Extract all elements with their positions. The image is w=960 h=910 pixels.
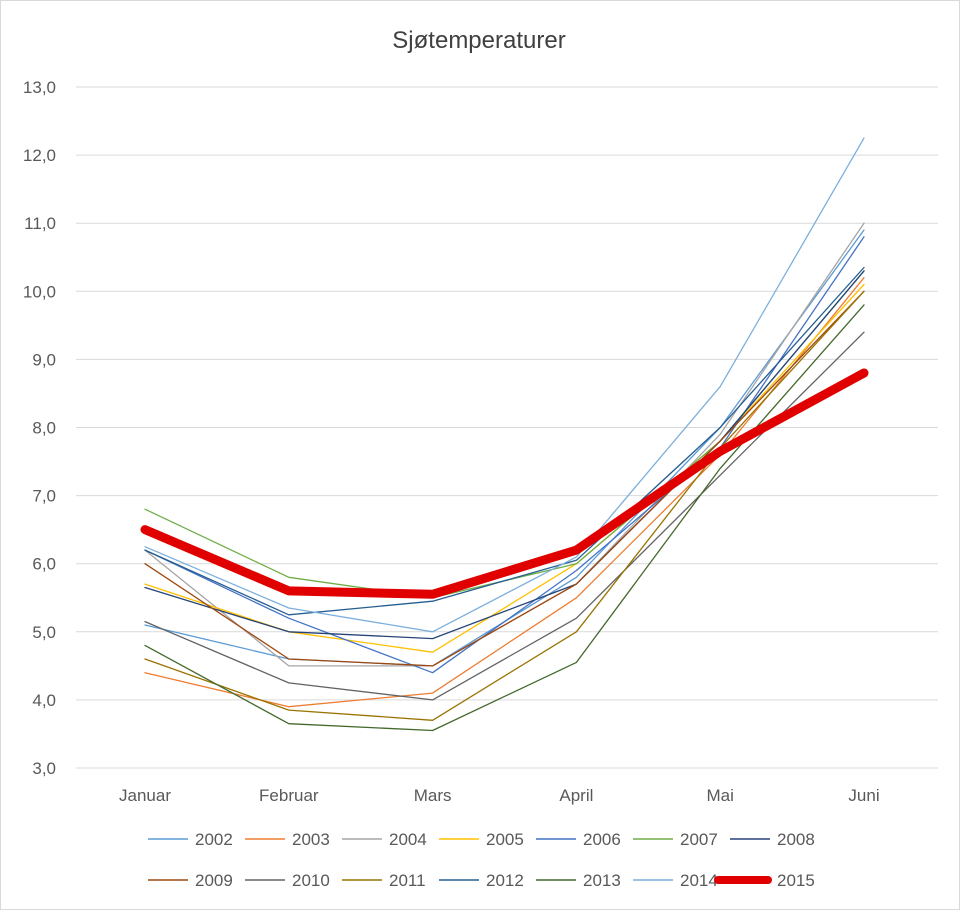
legend-item-2011: 2011 xyxy=(342,871,426,890)
x-tick-label: Februar xyxy=(259,786,319,805)
legend-item-2002: 2002 xyxy=(148,830,233,849)
legend-item-2015: 2015 xyxy=(714,871,815,890)
y-tick-label: 12,0 xyxy=(23,146,56,165)
series-line-2009 xyxy=(144,290,865,667)
y-tick-label: 3,0 xyxy=(32,759,56,778)
legend-label: 2006 xyxy=(583,830,621,849)
legend-label: 2011 xyxy=(389,871,426,890)
y-axis-ticks: 3,0 4,0 5,0 6,0 7,0 8,0 9,0 10,0 11,0 12,0 13,0 xyxy=(23,78,56,778)
legend-label: 2002 xyxy=(195,830,233,849)
series-line-2003 xyxy=(144,277,865,708)
series-lines xyxy=(140,137,869,732)
legend-item-2005: 2005 xyxy=(439,830,524,849)
chart-title: Sjøtemperaturer xyxy=(392,27,565,54)
gridlines xyxy=(76,86,938,769)
y-tick-label: 9,0 xyxy=(32,350,56,369)
legend-item-2004: 2004 xyxy=(342,830,427,849)
legend-item-2013: 2013 xyxy=(536,871,621,890)
legend-label: 2013 xyxy=(583,871,621,890)
series-line-2012 xyxy=(144,266,865,616)
x-tick-label: Januar xyxy=(119,786,171,805)
legend-label: 2003 xyxy=(292,830,330,849)
legend-label: 2008 xyxy=(777,830,815,849)
legend-item-2008: 2008 xyxy=(730,830,815,849)
y-tick-label: 10,0 xyxy=(23,282,56,301)
legend-label: 2004 xyxy=(389,830,427,849)
legend-item-2003: 2003 xyxy=(245,830,330,849)
legend-label: 2014 xyxy=(680,871,718,890)
legend-item-2006: 2006 xyxy=(536,830,621,849)
x-axis-ticks: Januar Februar Mars April Mai Juni xyxy=(119,786,880,805)
x-tick-label: April xyxy=(559,786,593,805)
x-tick-label: Mai xyxy=(706,786,733,805)
y-tick-label: 6,0 xyxy=(32,555,56,574)
x-tick-label: Mars xyxy=(414,786,452,805)
legend-item-2012: 2012 xyxy=(439,871,524,890)
series-line-2011 xyxy=(144,290,865,721)
y-tick-label: 7,0 xyxy=(32,487,56,506)
series-line-2015 xyxy=(140,368,869,599)
legend-label: 2009 xyxy=(195,871,233,890)
y-tick-label: 4,0 xyxy=(32,691,56,710)
series-line-2010 xyxy=(144,331,865,701)
series-line-2013 xyxy=(144,304,865,732)
series-line-2008 xyxy=(144,270,865,640)
legend-label: 2007 xyxy=(680,830,718,849)
legend-label: 2005 xyxy=(486,830,524,849)
y-tick-label: 11,0 xyxy=(24,214,56,233)
legend-label: 2015 xyxy=(777,871,815,890)
x-tick-label: Juni xyxy=(848,786,879,805)
legend-item-2010: 2010 xyxy=(245,871,330,890)
legend-item-2007: 2007 xyxy=(633,830,718,849)
legend-label: 2010 xyxy=(292,871,330,890)
series-line-2014 xyxy=(144,137,865,633)
legend-item-2014: 2014 xyxy=(633,871,718,890)
y-tick-label: 8,0 xyxy=(32,419,56,438)
series-line-2005 xyxy=(144,283,865,653)
y-tick-label: 5,0 xyxy=(32,623,56,642)
legend-item-2009: 2009 xyxy=(148,871,233,890)
legend: 2002 2003 2004 2005 2006 2007 2008 2009 2010 2011… xyxy=(148,830,815,890)
series-line-2004 xyxy=(144,222,865,667)
y-tick-label: 13,0 xyxy=(23,78,56,97)
legend-label: 2012 xyxy=(486,871,524,890)
